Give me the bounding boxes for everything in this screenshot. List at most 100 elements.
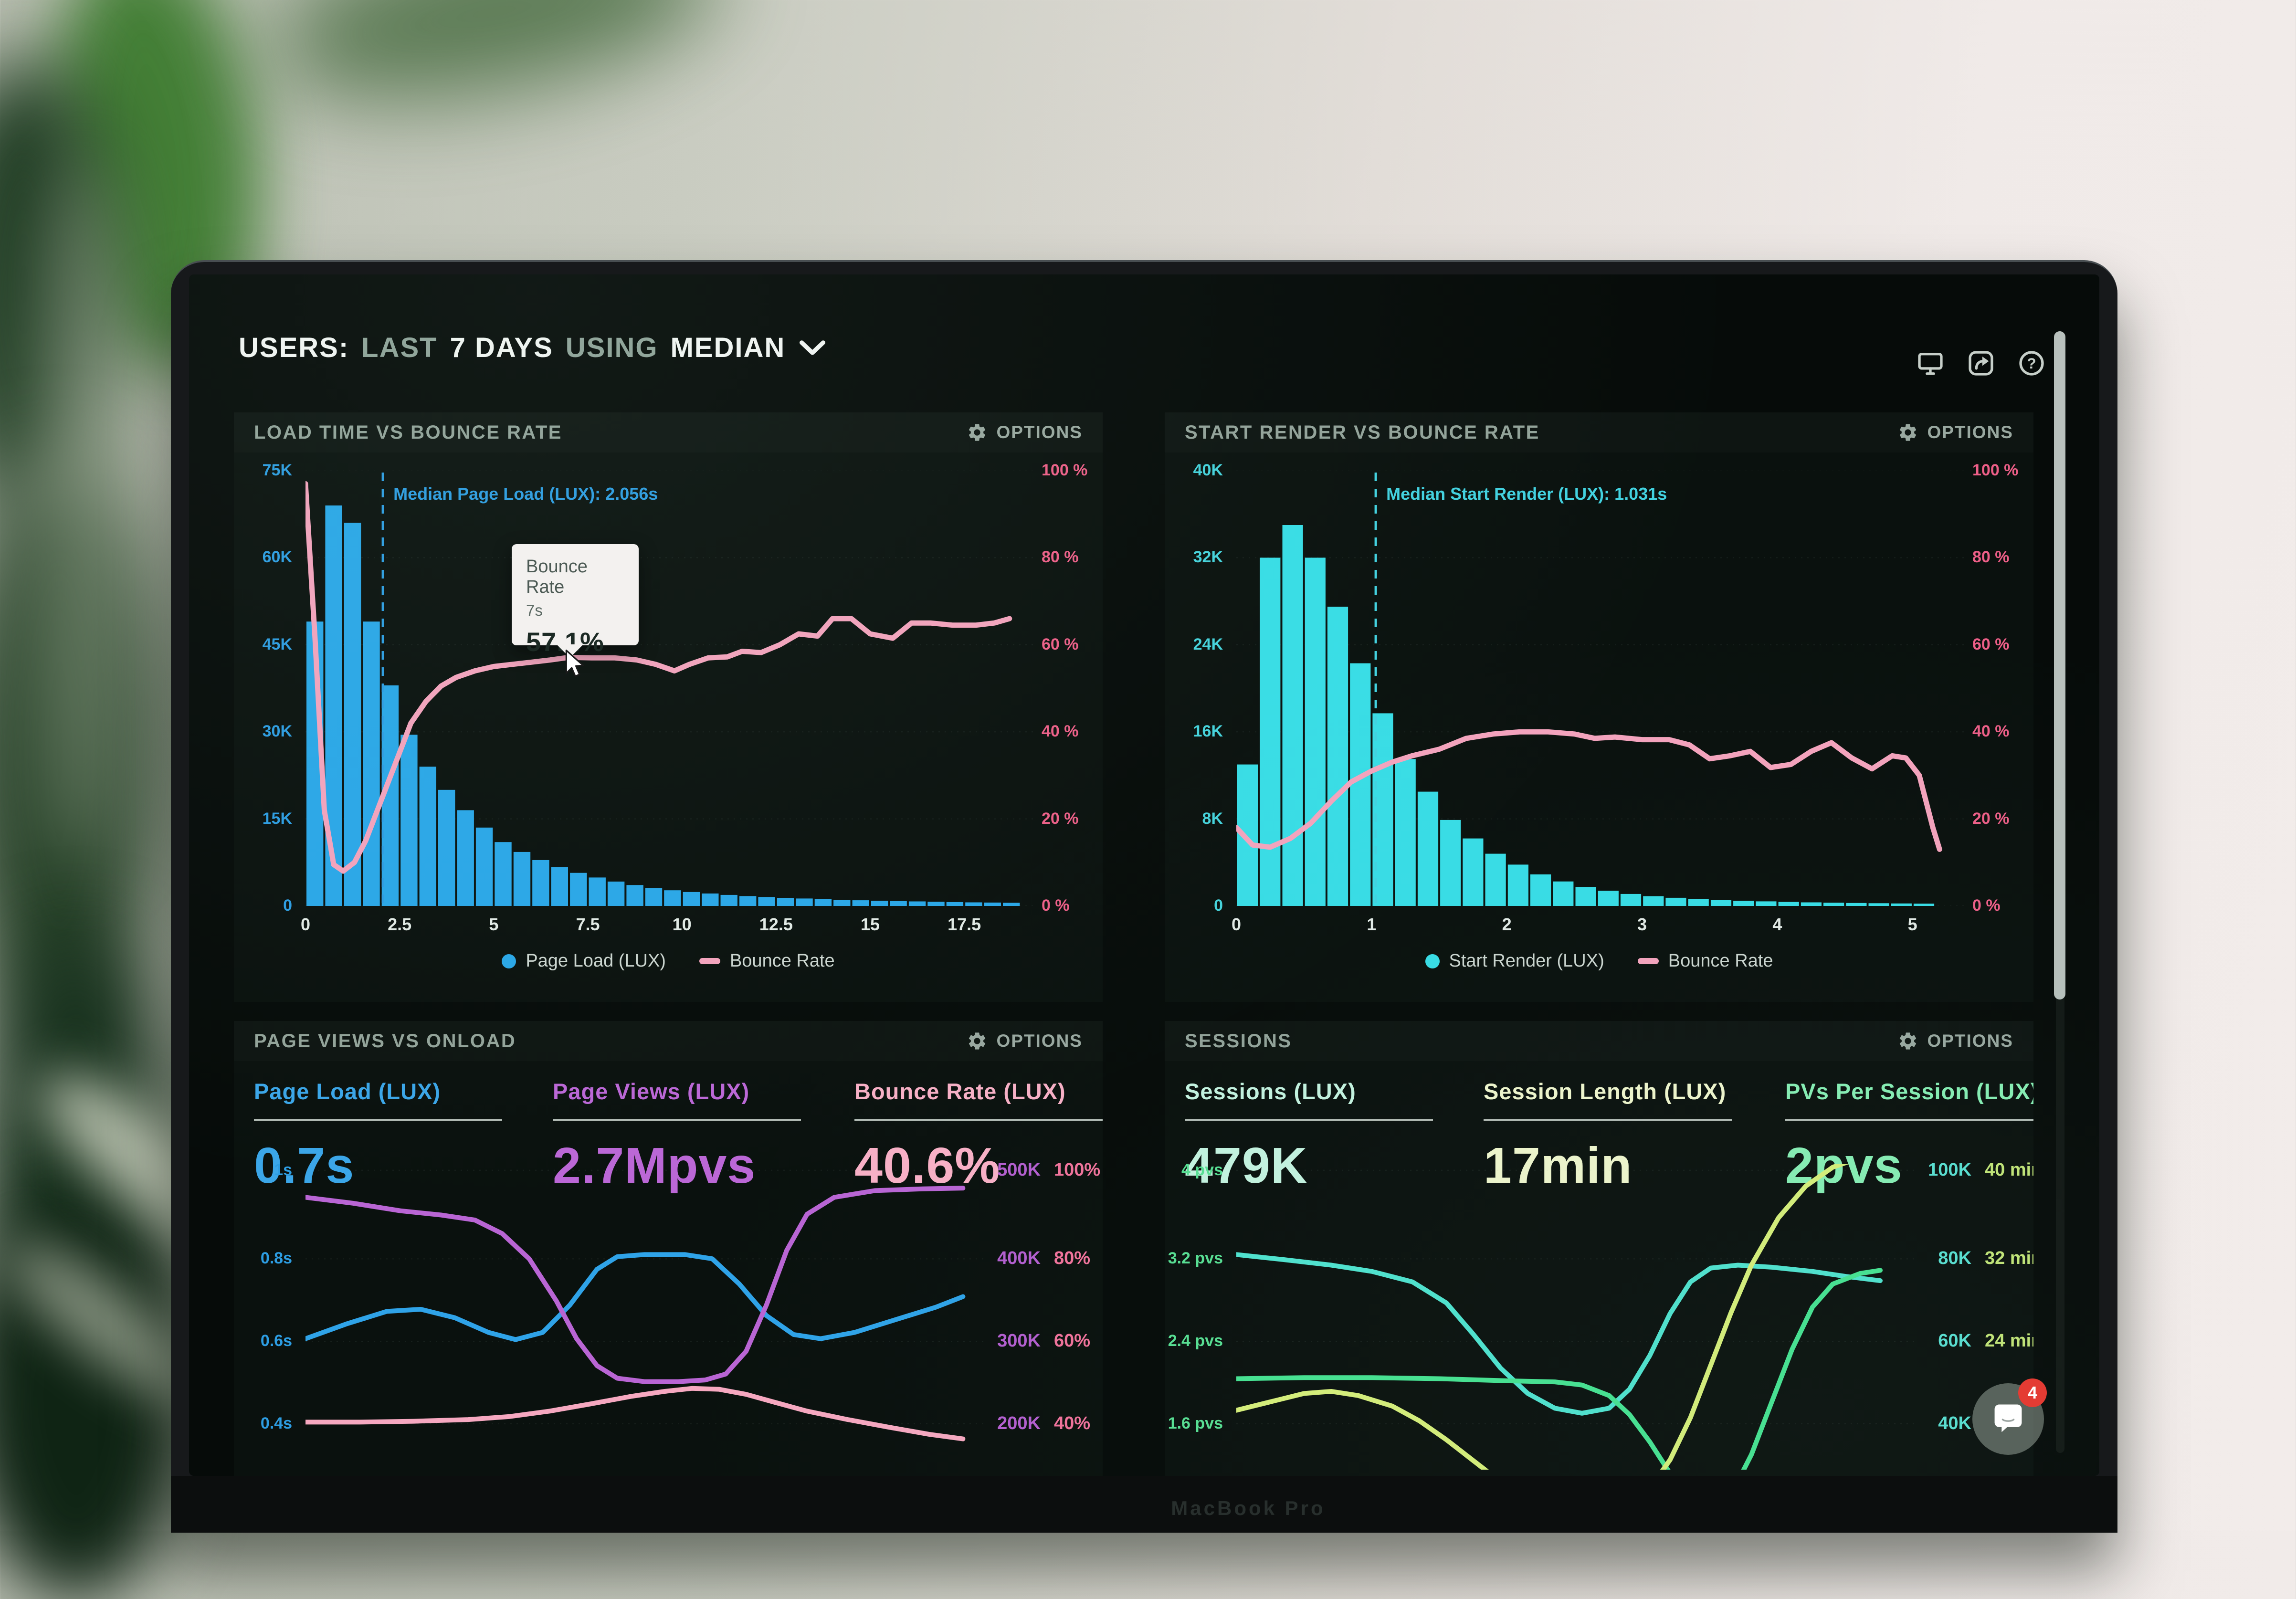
axis-tick-label: 10 (672, 915, 692, 934)
histogram-bar[interactable] (589, 877, 606, 906)
histogram-bar[interactable] (833, 900, 851, 906)
laptop: USERS: LAST 7 DAYS USING MEDIAN (171, 260, 2117, 1533)
histogram-bar[interactable] (1305, 558, 1326, 906)
histogram-bar[interactable] (1891, 903, 1912, 906)
histogram-bar[interactable] (683, 892, 700, 906)
histogram-bar[interactable] (1350, 663, 1371, 906)
histogram-bar[interactable] (946, 902, 964, 906)
metric-bounce-rate: Bounce Rate (LUX) 40.6% (854, 1078, 1103, 1195)
histogram-bar[interactable] (908, 901, 926, 906)
histogram-bar[interactable] (1507, 864, 1528, 906)
histogram-bar[interactable] (344, 523, 361, 906)
histogram-bar[interactable] (1417, 791, 1439, 906)
histogram-bar[interactable] (475, 827, 493, 906)
display-button[interactable] (1916, 348, 1945, 378)
histogram-bar[interactable] (796, 898, 813, 906)
histogram-bar[interactable] (1643, 896, 1664, 906)
histogram-bar[interactable] (702, 893, 719, 906)
histogram-bar[interactable] (1485, 853, 1506, 906)
axis-tick-label: 400K (997, 1248, 1041, 1269)
axis-tick-label: 80K (1938, 1248, 1971, 1269)
histogram-bar[interactable] (1620, 894, 1642, 906)
axis-tick-label: 200K (997, 1413, 1041, 1433)
histogram-bar[interactable] (758, 897, 775, 906)
histogram-bar[interactable] (513, 852, 531, 906)
histogram-bar[interactable] (1913, 904, 1935, 906)
histogram-bar[interactable] (325, 505, 342, 906)
options-button[interactable]: OPTIONS (967, 1031, 1083, 1052)
histogram-bar[interactable] (457, 810, 474, 906)
histogram-bar[interactable] (1756, 901, 1777, 906)
histogram-bar[interactable] (1688, 899, 1709, 906)
metric-label: PVs Per Session (LUX) (1785, 1079, 2033, 1104)
histogram-bar[interactable] (626, 885, 643, 906)
histogram-bar[interactable] (400, 735, 418, 906)
legend-item: Bounce Rate (699, 951, 835, 971)
histogram-bar[interactable] (739, 896, 757, 906)
page-load-line (305, 1252, 966, 1342)
histogram-bar[interactable] (1575, 887, 1596, 906)
axis-tick-label: 40 % (1042, 722, 1079, 741)
axis-tick-label: 24K (1193, 635, 1223, 653)
histogram-bar[interactable] (852, 900, 869, 906)
share-button[interactable] (1966, 348, 1996, 378)
histogram-bar[interactable] (1846, 903, 1867, 906)
histogram-bar[interactable] (1327, 607, 1348, 906)
histogram-bar[interactable] (1282, 525, 1303, 906)
users-period-dropdown[interactable]: USERS: LAST 7 DAYS USING MEDIAN (239, 332, 826, 364)
histogram-bar[interactable] (645, 888, 663, 906)
histogram-bar[interactable] (890, 901, 907, 906)
histogram-bar[interactable] (551, 867, 568, 906)
histogram-bar[interactable] (438, 789, 455, 906)
gear-icon (1900, 1032, 1917, 1050)
histogram-bar[interactable] (664, 890, 681, 906)
metric-session-length: Session Length (LUX) 17min (1484, 1078, 1744, 1195)
histogram-bar[interactable] (1530, 874, 1551, 906)
histogram-bar[interactable] (419, 767, 436, 906)
histogram-bar[interactable] (1710, 900, 1732, 906)
options-button[interactable]: OPTIONS (1897, 1031, 2013, 1052)
axis-tick-row: 400K 80% (990, 1248, 1103, 1269)
axis-tick-label: 80% (1054, 1248, 1091, 1269)
histogram-bar[interactable] (1733, 901, 1754, 906)
histogram-bar[interactable] (1823, 903, 1844, 906)
axis-tick-label: 15 (860, 915, 880, 934)
histogram-bar[interactable] (1463, 838, 1484, 906)
scrollbar[interactable] (2054, 331, 2065, 999)
histogram-bar[interactable] (1868, 903, 1889, 906)
panel-load-time-vs-bounce-rate: LOAD TIME VS BOUNCE RATE OPTIONS 75K 60K 4… (234, 412, 1103, 1002)
histogram-bar[interactable] (814, 899, 832, 906)
histogram-bar[interactable] (495, 842, 512, 906)
histogram-bar[interactable] (871, 901, 888, 906)
histogram-bar[interactable] (1598, 891, 1619, 906)
axis-tick-label: 2 (1502, 915, 1512, 934)
help-button[interactable]: ? (2017, 348, 2046, 378)
histogram-bar[interactable] (1801, 902, 1822, 906)
title-median: MEDIAN (670, 332, 786, 363)
axis-tick-label: 100% (1054, 1159, 1101, 1180)
histogram-bar[interactable] (1778, 902, 1799, 906)
histogram-bar[interactable] (1553, 881, 1574, 906)
histogram-bar[interactable] (984, 902, 1001, 906)
legend-swatch-dot (1425, 954, 1440, 968)
histogram-bar[interactable] (1372, 713, 1393, 906)
options-button[interactable]: OPTIONS (1897, 422, 2013, 443)
axis-tick-label: 30K (262, 722, 292, 741)
histogram-bar[interactable] (927, 902, 945, 906)
histogram-bar[interactable] (965, 902, 982, 906)
chat-widget-button[interactable]: 4 (1972, 1378, 2047, 1455)
histogram-bar[interactable] (570, 873, 587, 906)
histogram-bar[interactable] (1440, 820, 1461, 906)
histogram-bar[interactable] (363, 621, 380, 906)
histogram-bar[interactable] (1260, 558, 1281, 906)
histogram-bar[interactable] (720, 894, 737, 906)
tooltip-series: Bounce Rate (526, 557, 588, 597)
histogram-bar[interactable] (1395, 759, 1416, 906)
histogram-bar[interactable] (1665, 897, 1686, 906)
histogram-bar[interactable] (532, 860, 549, 906)
histogram-bar[interactable] (777, 898, 794, 906)
panel-title: LOAD TIME VS BOUNCE RATE (254, 421, 562, 443)
histogram-bar[interactable] (607, 881, 625, 906)
options-button[interactable]: OPTIONS (967, 422, 1083, 443)
histogram-bar[interactable] (1003, 903, 1020, 906)
